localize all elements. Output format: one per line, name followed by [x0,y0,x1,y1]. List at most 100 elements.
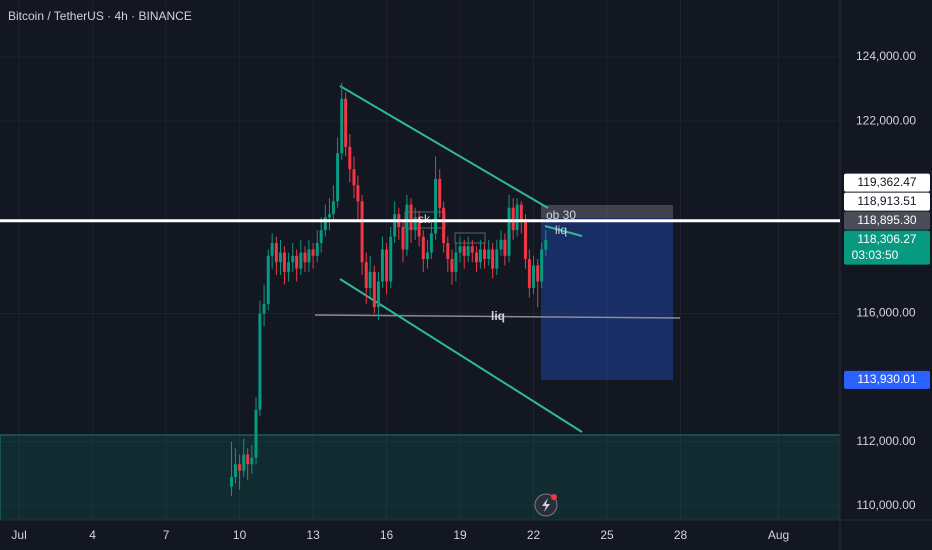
candle-body [470,246,474,253]
candle-body [331,201,335,215]
candle-body [409,204,413,231]
candle-body [483,249,487,260]
candle-body [458,246,462,253]
candle-body [372,271,376,308]
alert-dot [551,494,557,500]
candle-body [491,249,495,269]
x-tick-label: 7 [163,528,170,542]
candle-body [356,185,360,202]
candle-body [417,217,421,237]
x-tick-label: 4 [89,528,96,542]
candle-body [344,98,348,147]
candle-body [425,252,429,260]
candle-body [295,255,299,269]
candle-body [352,169,356,186]
candle-body [229,477,233,487]
x-tick-label: 22 [527,528,541,542]
candle-body [327,214,331,218]
trend-line [339,85,549,209]
candle-body [495,249,499,269]
x-tick-label: Jul [11,528,26,542]
candle-body [242,454,246,471]
candle-body [376,281,380,308]
price-label-box [844,230,930,265]
price-label-box [844,173,930,192]
candle-body [274,243,278,263]
candle-body [233,464,237,478]
candle-body [503,239,507,256]
candle-body [429,233,433,253]
candle-body [523,220,527,260]
candle-body [299,252,303,269]
candle-body [519,204,523,221]
price-label: 119,362.47 [857,175,916,189]
y-tick-label: 116,000.00 [856,306,915,320]
candle-body [474,252,478,263]
candle-body [360,201,364,263]
y-tick-label: 110,000.00 [856,498,915,512]
candle-body [258,313,262,410]
chart-title: Bitcoin / TetherUS · 4h · BINANCE [8,9,192,23]
demand-zone [0,434,841,521]
ob-box [454,232,486,244]
candle-body [385,249,389,282]
candle-body [536,265,540,282]
x-tick-label: 13 [306,528,320,542]
candle-body [544,239,548,250]
candle-body [450,259,454,272]
price-label: 113,930.01 [857,372,916,386]
candle-body [442,207,446,244]
candle-body [340,98,344,154]
candle-body [323,217,327,231]
entry-box [541,205,673,218]
candle-body [291,255,295,263]
candle-body [446,243,450,260]
candle-body [405,204,409,250]
countdown: 03:03:50 [852,248,899,262]
candle-body [262,303,266,314]
candle-body [287,262,291,272]
candle-body [507,207,511,256]
candle-body [454,252,458,272]
candle-body [515,204,519,231]
candle-body [487,249,491,260]
x-tick-label: 25 [600,528,614,542]
candle-body [478,249,482,263]
annotation: ob 30 [546,208,576,222]
price-label: 118,895.30 [857,213,916,227]
price-label: 118,306.27 [857,232,916,246]
candle-body [438,178,442,208]
price-label: 118,913.51 [857,194,916,208]
alert-icon[interactable] [534,493,558,517]
candle-body [511,207,515,231]
candle-body [303,252,307,263]
candle-body [348,146,352,170]
price-label-box [844,192,930,211]
price-label-box [844,211,930,230]
candles [229,82,548,497]
y-tick-label: 122,000.00 [856,113,916,127]
candle-body [540,249,544,282]
target-box [541,218,673,380]
candle-body [421,236,425,260]
candle-body [401,226,405,250]
y-tick-label: 124,000.00 [856,49,916,63]
candle-body [389,236,393,282]
liq-line [314,314,681,319]
x-tick-label: 10 [233,528,247,542]
candle-body [250,457,254,465]
candle-body [380,249,384,282]
annotation: liq [555,223,567,237]
candle-body [413,217,417,231]
x-tick-label: 19 [453,528,467,542]
annotation: sk [418,212,431,226]
candle-body [238,464,242,471]
candle-body [499,239,503,250]
candle-body [315,243,319,256]
price-label-box [844,370,930,389]
candle-body [254,409,258,458]
candle-body [307,249,311,263]
trend-line [339,278,583,433]
